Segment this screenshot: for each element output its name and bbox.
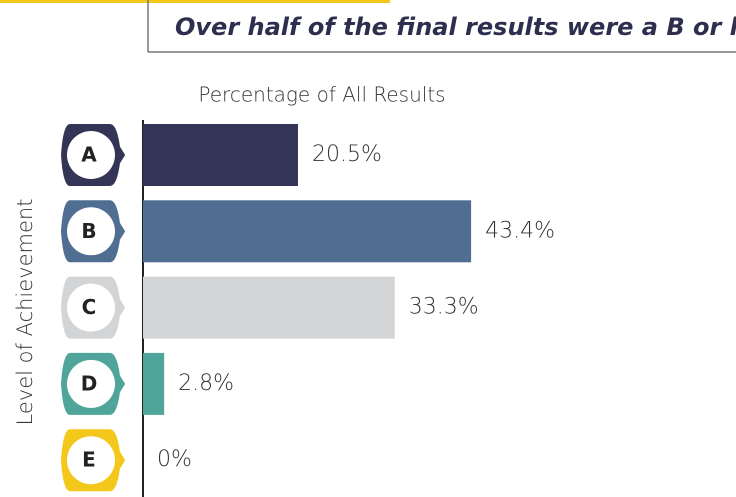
accent-bar xyxy=(0,0,390,3)
value-label: 0% xyxy=(157,447,192,472)
chart-title: Over half of the final results were a B … xyxy=(175,13,736,41)
bar xyxy=(143,276,395,339)
badge-circle xyxy=(67,436,115,485)
value-label: 33.3% xyxy=(409,295,479,320)
x-axis-label: Percentage of All Results xyxy=(198,83,445,107)
bar xyxy=(143,352,165,415)
bar xyxy=(143,200,472,263)
category-label: B xyxy=(81,219,96,243)
y-axis-label: Level of Achievement xyxy=(13,199,37,426)
badge-circle xyxy=(67,131,115,179)
badge-circle xyxy=(67,207,115,256)
value-label: 2.8% xyxy=(178,371,234,396)
category-label: C xyxy=(82,295,97,319)
badge-circle xyxy=(67,359,115,408)
badge-circle xyxy=(67,283,115,332)
category-label: A xyxy=(81,143,97,167)
value-label: 20.5% xyxy=(312,142,382,167)
category-label: D xyxy=(81,371,98,395)
value-label: 43.4% xyxy=(485,218,555,243)
bar xyxy=(143,124,298,186)
category-label: E xyxy=(82,448,96,472)
